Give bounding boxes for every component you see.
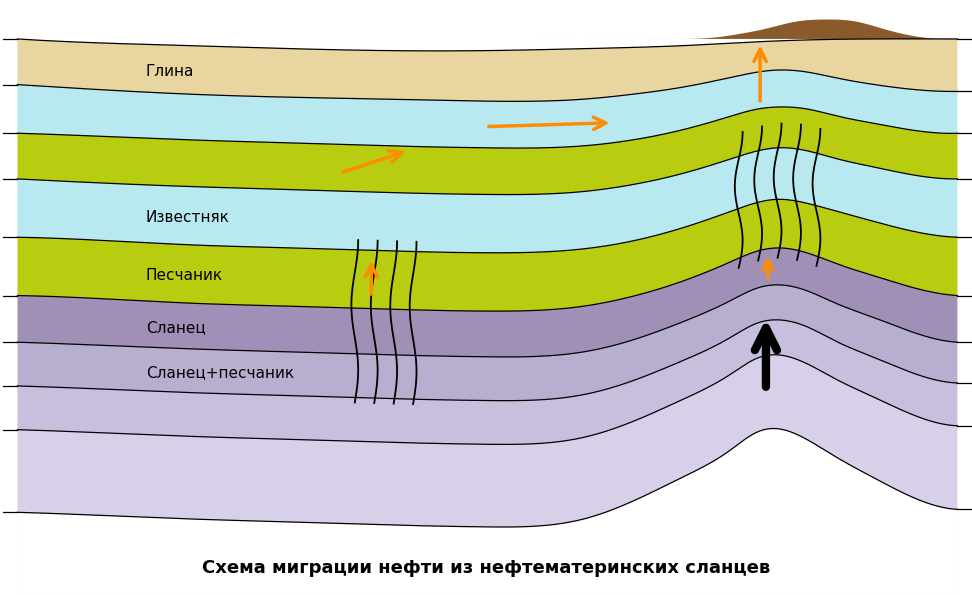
Polygon shape <box>17 148 957 253</box>
Text: Известняк: Известняк <box>146 210 229 225</box>
Polygon shape <box>17 0 957 51</box>
Text: Глина: Глина <box>146 64 194 79</box>
Polygon shape <box>17 39 957 101</box>
Text: Схема миграции нефти из нефтематеринских сланцев: Схема миграции нефти из нефтематеринских… <box>202 559 770 577</box>
Polygon shape <box>17 285 957 400</box>
Polygon shape <box>17 248 957 357</box>
Polygon shape <box>535 20 957 39</box>
Text: Сланец+песчаник: Сланец+песчаник <box>146 365 294 380</box>
Polygon shape <box>17 320 957 444</box>
Polygon shape <box>17 428 957 595</box>
Text: Сланец: Сланец <box>146 320 205 335</box>
Polygon shape <box>17 428 957 595</box>
Polygon shape <box>17 199 957 311</box>
Polygon shape <box>17 355 957 527</box>
Text: Песчаник: Песчаник <box>146 268 223 283</box>
Polygon shape <box>17 107 957 195</box>
Polygon shape <box>17 70 957 148</box>
